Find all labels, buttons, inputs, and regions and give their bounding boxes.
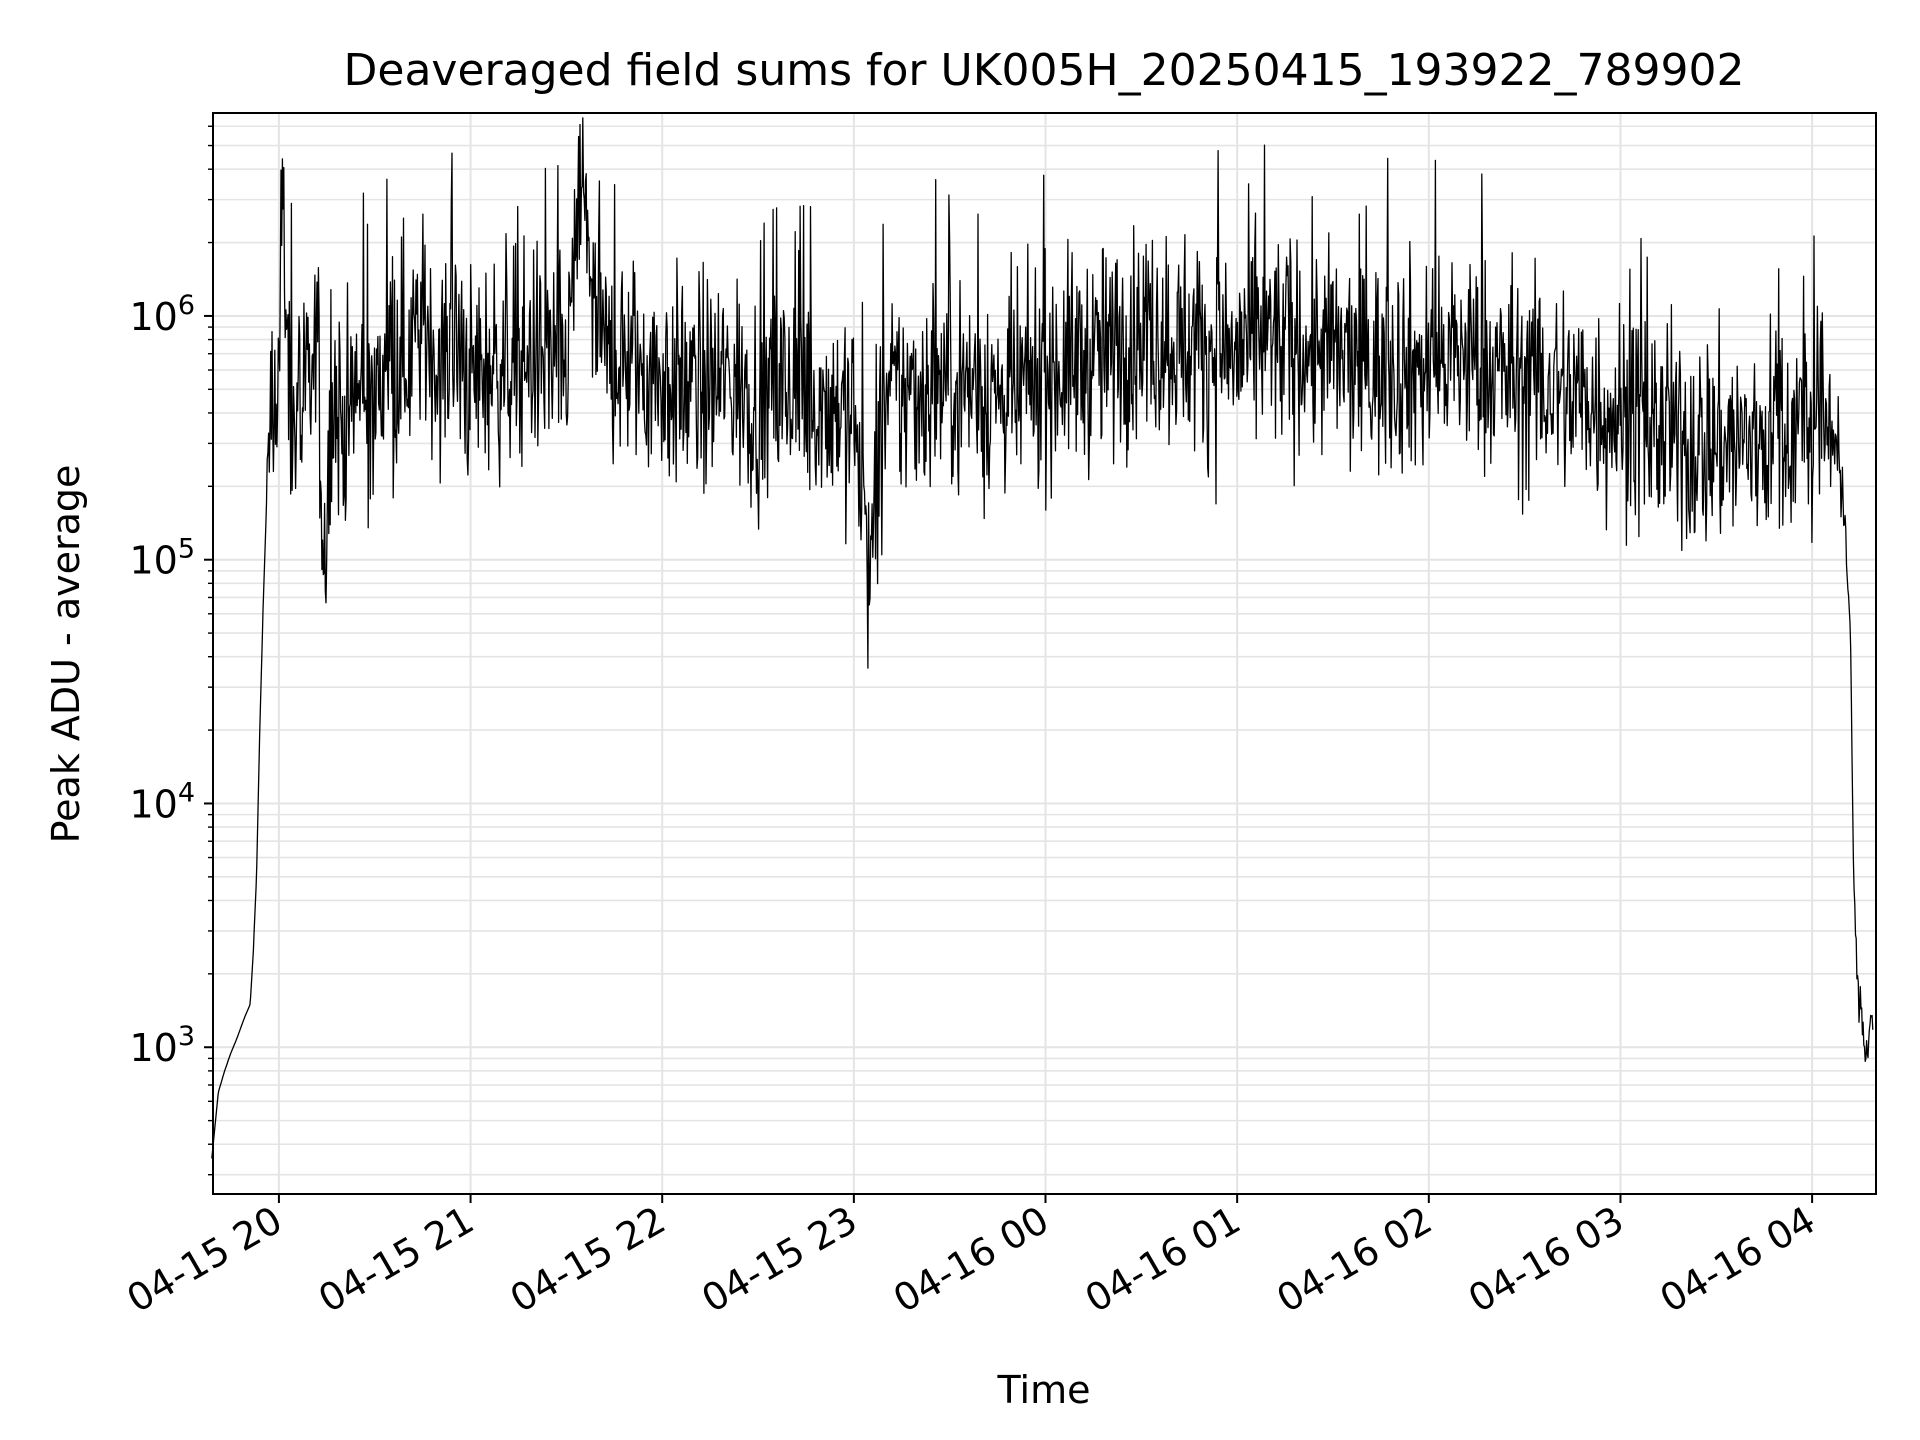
y-axis-label: Peak ADU - average <box>44 465 88 844</box>
x-axis-label: Time <box>997 1368 1091 1412</box>
chart-title: Deaveraged field sums for UK005H_2025041… <box>344 45 1745 96</box>
